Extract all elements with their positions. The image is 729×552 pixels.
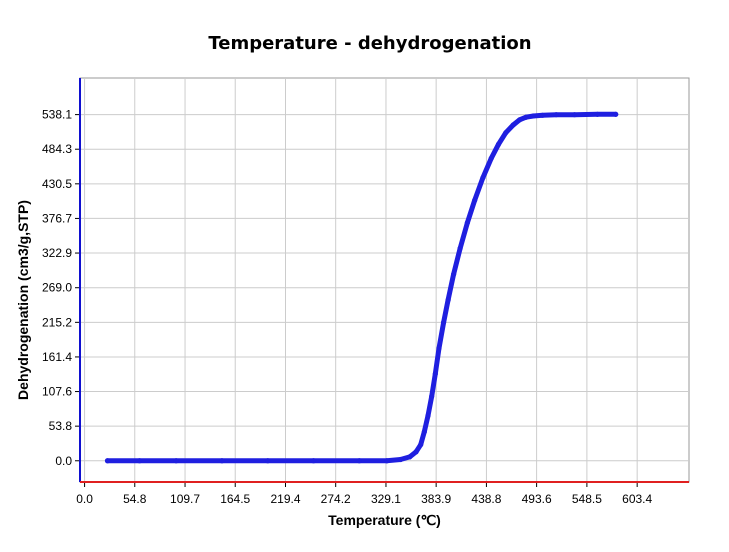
data-point (503, 130, 509, 136)
x-tick-label: 54.8 (123, 492, 147, 506)
data-point (425, 413, 431, 419)
data-point (429, 393, 435, 400)
data-point (436, 345, 442, 351)
x-tick-label: 383.9 (421, 492, 451, 506)
y-tick-label: 53.8 (49, 419, 73, 433)
y-tick-label: 484.3 (42, 142, 72, 156)
data-point (219, 458, 225, 464)
data-point (495, 141, 502, 147)
data-point (173, 458, 179, 464)
data-point (356, 458, 362, 464)
data-point (516, 117, 523, 123)
y-tick-label: 430.5 (42, 177, 72, 191)
data-point (104, 458, 111, 464)
data-point (418, 442, 424, 448)
data-point (432, 371, 438, 377)
data-point (571, 112, 578, 118)
y-tick-label: 269.0 (42, 281, 72, 295)
x-tick-label: 603.4 (622, 492, 652, 506)
data-point (136, 458, 143, 464)
y-tick-label: 538.1 (42, 108, 72, 122)
data-point (265, 458, 271, 464)
data-point (457, 245, 463, 252)
x-tick-label: 0.0 (76, 492, 93, 506)
y-tick-label: 0.0 (55, 454, 72, 468)
data-point (480, 175, 486, 181)
data-point (510, 122, 516, 128)
data-point (472, 197, 478, 203)
data-point (310, 458, 317, 464)
data-point (464, 220, 470, 226)
data-point (530, 113, 536, 119)
y-tick-label: 322.9 (42, 246, 72, 260)
y-tick-label: 107.6 (42, 385, 72, 399)
x-tick-label: 329.1 (371, 492, 401, 506)
data-point (613, 111, 619, 117)
data-point (445, 297, 451, 303)
x-tick-label: 548.5 (572, 492, 602, 506)
x-axis-title: Temperature (℃) (328, 512, 441, 528)
chart-title: Temperature - dehydrogenation (208, 33, 532, 54)
y-tick-label: 376.7 (42, 211, 72, 225)
data-point (451, 271, 457, 277)
x-tick-label: 274.2 (321, 492, 351, 506)
x-tick-label: 164.5 (220, 492, 250, 506)
y-axis-title: Dehydrogenation (cm3/g,STP) (15, 200, 31, 400)
data-point (553, 112, 559, 118)
x-tick-label: 219.4 (270, 492, 300, 506)
plot-area (79, 77, 690, 483)
data-point (594, 111, 601, 117)
y-tick-label: 215.2 (42, 315, 72, 329)
data-point (523, 114, 529, 120)
x-tick-label: 493.6 (522, 492, 552, 506)
x-tick-label: 109.7 (170, 492, 200, 506)
data-point (488, 155, 494, 162)
data-point (440, 319, 447, 326)
data-point (539, 112, 546, 118)
data-point (384, 458, 390, 464)
y-tick-label: 161.4 (42, 350, 72, 364)
x-tick-label: 438.8 (471, 492, 501, 506)
data-point (407, 454, 413, 460)
data-point (413, 449, 419, 455)
data-point (397, 456, 404, 463)
data-point (421, 429, 427, 435)
